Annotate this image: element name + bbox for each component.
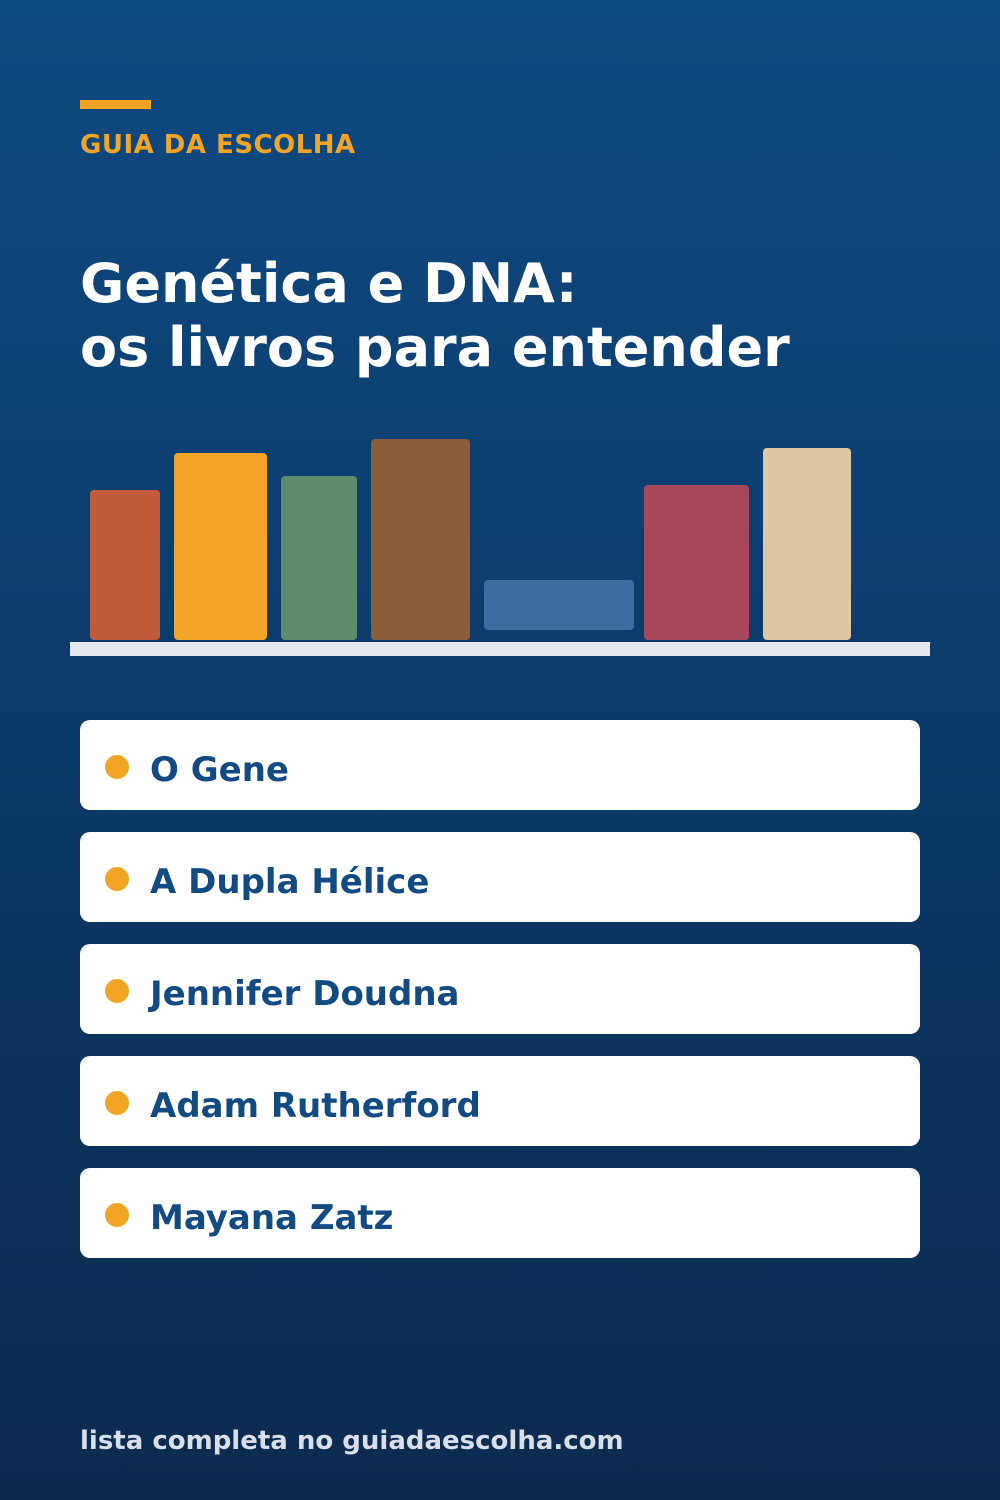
accent-bar: [80, 100, 151, 109]
item-label: O Gene: [150, 750, 289, 790]
item-label: Mayana Zatz: [150, 1198, 394, 1238]
bullet: [105, 1203, 129, 1227]
title: Genética e DNA: os livros para entender: [80, 252, 790, 380]
item-label: A Dupla Hélice: [150, 862, 430, 902]
bookshelf: [70, 439, 930, 656]
list-item: Jennifer Doudna: [80, 944, 920, 1034]
title-line: Genética e DNA:: [80, 252, 578, 315]
title-line: os livros para entender: [80, 316, 790, 379]
bullet: [105, 755, 129, 779]
item-label: Adam Rutherford: [150, 1086, 481, 1126]
list-item: O Gene: [80, 720, 920, 810]
footer: lista completa no guiadaescolha.com: [80, 1426, 624, 1456]
bullet: [105, 1091, 129, 1115]
list-item: Adam Rutherford: [80, 1056, 920, 1146]
list-item: Mayana Zatz: [80, 1168, 920, 1258]
list-item: A Dupla Hélice: [80, 832, 920, 922]
item-label: Jennifer Doudna: [150, 974, 460, 1014]
brand: GUIA DA ESCOLHA: [80, 130, 356, 160]
bullet: [105, 867, 129, 891]
bullet: [105, 979, 129, 1003]
